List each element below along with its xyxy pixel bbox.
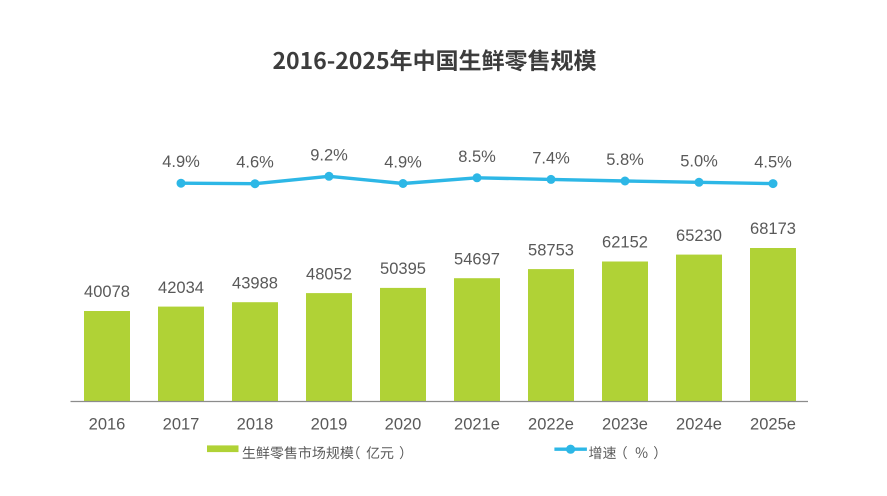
svg-text:5.8%: 5.8% — [606, 151, 644, 169]
svg-text:2016: 2016 — [89, 416, 126, 434]
svg-text:2017: 2017 — [163, 416, 200, 434]
svg-text:40078: 40078 — [84, 283, 130, 301]
svg-text:62152: 62152 — [602, 234, 648, 252]
svg-text:65230: 65230 — [676, 227, 722, 245]
svg-text:2018: 2018 — [237, 416, 274, 434]
svg-text:8.5%: 8.5% — [458, 148, 496, 166]
svg-text:2023e: 2023e — [602, 416, 648, 434]
svg-text:4.9%: 4.9% — [162, 153, 200, 171]
svg-text:4.9%: 4.9% — [384, 154, 422, 172]
svg-text:50395: 50395 — [380, 260, 426, 278]
svg-text:43988: 43988 — [232, 274, 278, 292]
svg-text:68173: 68173 — [750, 220, 796, 238]
svg-text:54697: 54697 — [454, 250, 500, 268]
svg-text:2022e: 2022e — [528, 416, 574, 434]
svg-text:5.0%: 5.0% — [680, 152, 718, 170]
svg-text:4.6%: 4.6% — [236, 154, 274, 172]
svg-text:4.5%: 4.5% — [754, 154, 792, 172]
svg-text:2025e: 2025e — [750, 416, 796, 434]
svg-text:48052: 48052 — [306, 265, 352, 283]
svg-text:42034: 42034 — [158, 279, 204, 297]
svg-text:2021e: 2021e — [454, 416, 500, 434]
svg-text:2019: 2019 — [311, 416, 348, 434]
svg-text:2024e: 2024e — [676, 416, 722, 434]
svg-text:58753: 58753 — [528, 241, 574, 259]
svg-text:9.2%: 9.2% — [310, 146, 348, 164]
svg-text:7.4%: 7.4% — [532, 149, 570, 167]
svg-text:2020: 2020 — [385, 416, 422, 434]
